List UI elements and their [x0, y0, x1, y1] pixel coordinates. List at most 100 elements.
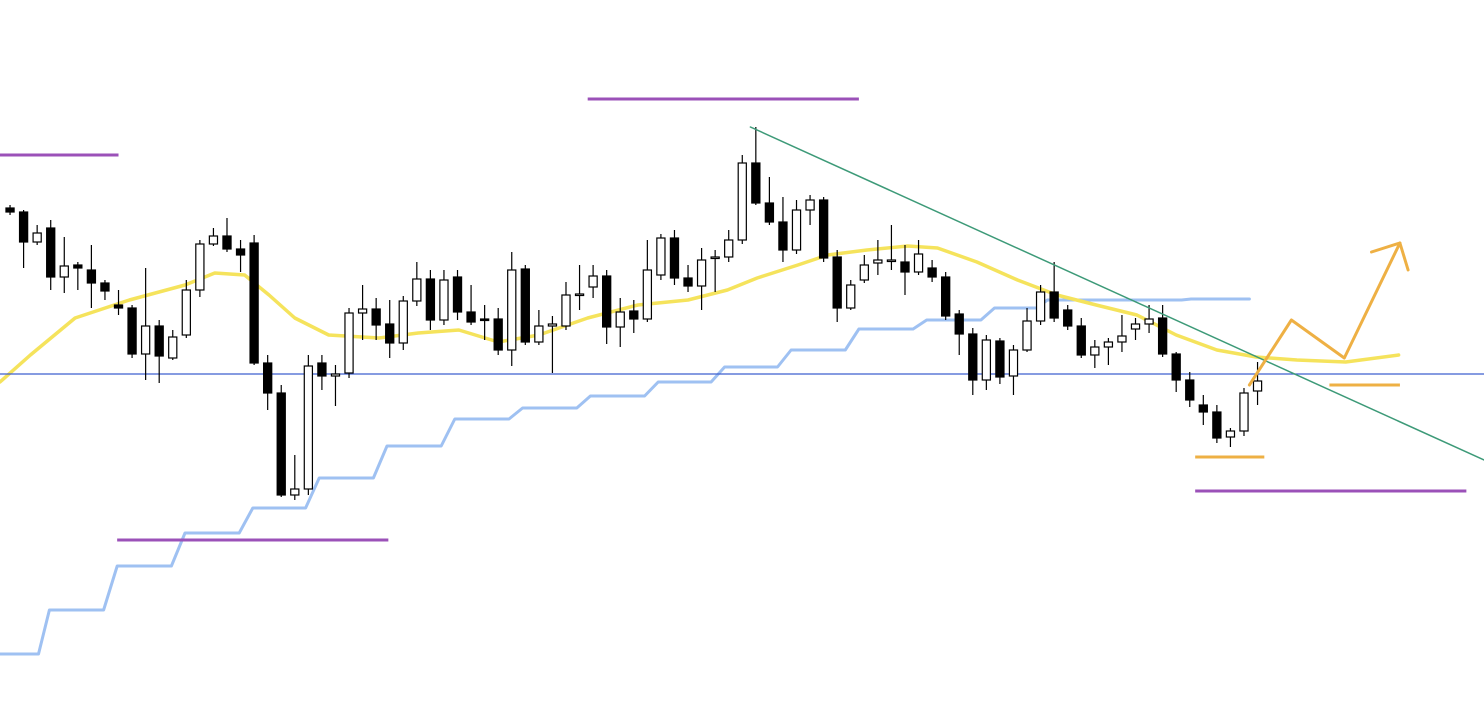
candle-body	[249, 242, 259, 364]
candle-body	[805, 199, 815, 211]
candle-body	[507, 269, 517, 351]
candle-body	[954, 313, 964, 335]
candle-body	[113, 304, 124, 309]
candle-body	[846, 284, 856, 309]
moving-average	[0, 244, 1401, 384]
candle-body	[602, 275, 612, 328]
candle-body	[195, 243, 205, 291]
candle-body	[534, 325, 544, 343]
projection-arrow	[1247, 241, 1402, 387]
candle-body	[629, 310, 639, 320]
candle-body	[710, 256, 720, 260]
candle-body	[900, 261, 910, 273]
candle-body	[927, 267, 937, 278]
candle-body	[412, 278, 422, 302]
candle-body	[547, 323, 558, 327]
candle-body	[1171, 353, 1181, 381]
candle-body	[1225, 430, 1236, 438]
candle-body	[669, 237, 680, 279]
candle-body	[317, 362, 327, 377]
candle-body	[493, 318, 503, 351]
candle-body	[222, 235, 232, 250]
candle-body	[1076, 325, 1086, 356]
candle-body	[764, 202, 775, 223]
candle-body	[696, 259, 707, 287]
candle-body	[1103, 341, 1114, 348]
candle-body	[100, 282, 110, 292]
candle-body	[1049, 291, 1059, 319]
candle-body	[466, 311, 476, 323]
candle-body	[276, 392, 286, 496]
candle-body	[642, 269, 653, 320]
candle-body	[615, 311, 625, 328]
candle-body	[1252, 380, 1263, 392]
candle-body	[832, 256, 842, 309]
candle-body	[5, 207, 15, 213]
candle-body	[385, 323, 395, 344]
candle-body	[751, 162, 761, 204]
candle-body	[452, 276, 463, 313]
trend-line	[749, 126, 1484, 461]
candle-body	[913, 253, 924, 273]
candle-body	[724, 239, 734, 258]
candle-body	[73, 264, 83, 269]
candle-body	[330, 373, 341, 377]
candle-body	[32, 232, 42, 243]
candle-body	[140, 325, 151, 355]
candle-body	[561, 294, 571, 327]
candle-body	[439, 279, 449, 321]
candle-body	[154, 325, 164, 357]
candle-body	[778, 221, 788, 251]
candle-body	[86, 269, 97, 284]
candle-body	[290, 488, 300, 496]
candle-body	[791, 209, 802, 251]
candle-body	[818, 199, 829, 259]
candle-body	[1198, 404, 1208, 413]
candle-body	[859, 264, 869, 281]
candle-body	[479, 318, 490, 322]
candle-body	[1185, 379, 1195, 401]
candle-body	[46, 227, 56, 278]
arrowhead	[1370, 241, 1410, 272]
candle-body	[1144, 318, 1154, 325]
candle-body	[59, 265, 69, 278]
candle-body	[968, 333, 978, 381]
candle-body	[941, 276, 951, 317]
candle-body	[208, 235, 219, 245]
candle-body	[357, 308, 368, 314]
candle-body	[1157, 317, 1168, 355]
candle-body	[737, 162, 747, 241]
candle-body	[303, 365, 314, 490]
candle-body	[1130, 323, 1141, 330]
step-line	[0, 297, 1251, 656]
candle-body	[235, 248, 246, 256]
candle-body	[371, 308, 381, 326]
candle-body	[886, 259, 897, 263]
candle-body	[344, 312, 354, 374]
candle-body	[168, 336, 178, 359]
candle-body	[1117, 335, 1127, 343]
candle-body	[656, 237, 666, 276]
candle-body	[1239, 392, 1249, 432]
candle-body	[398, 300, 408, 344]
candle-body	[981, 339, 992, 381]
candle-body	[425, 278, 436, 321]
candle-body	[1008, 349, 1019, 377]
candle-body	[1090, 346, 1100, 356]
candle-body	[1035, 291, 1046, 322]
candle-body	[1022, 320, 1032, 351]
candle-body	[683, 277, 693, 287]
candle-body	[181, 289, 191, 336]
candle-body	[588, 275, 598, 288]
candle-body	[1063, 309, 1073, 327]
candle-body	[263, 362, 273, 394]
candle-body	[574, 293, 585, 297]
candle-body	[520, 268, 530, 343]
candle-body	[873, 259, 883, 264]
candle-body	[18, 211, 29, 243]
candle-body	[995, 340, 1005, 378]
candle-body	[127, 307, 137, 355]
candle-body	[1212, 411, 1222, 439]
